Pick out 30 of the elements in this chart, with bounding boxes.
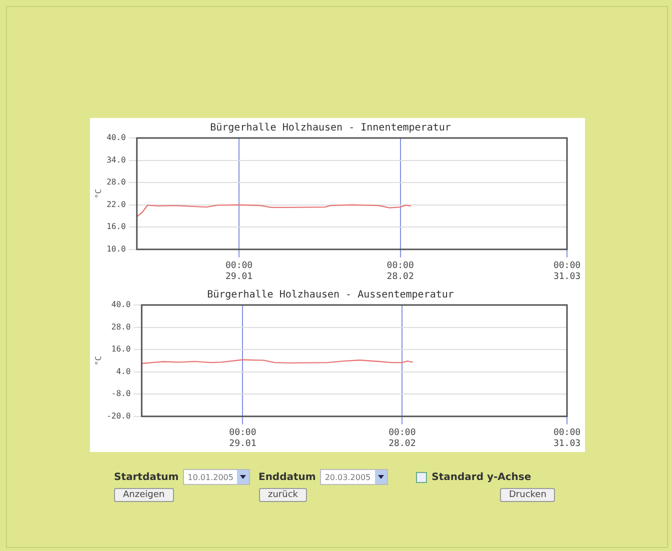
text: zurück <box>259 488 307 502</box>
x-tick-label: 00:00 28.02 <box>386 261 414 282</box>
x-tick-label: 00:00 31.03 <box>553 428 581 449</box>
y-tick-label: 28.0 <box>106 178 126 187</box>
y-tick-label: 22.0 <box>106 200 126 209</box>
text: Standard y-Achse <box>432 472 532 482</box>
y-tick-label: 16.0 <box>106 222 126 232</box>
text: 20.03.2005 <box>324 472 372 482</box>
x-tick-label: 00:00 31.03 <box>553 261 581 282</box>
x-tick-label: 00:00 29.01 <box>225 261 253 282</box>
x-tick-label: 00:00 28.02 <box>388 428 416 449</box>
text: 10.01.2005 <box>186 472 234 482</box>
y-tick-label: 10.0 <box>106 244 126 254</box>
x-tick-label: 00:00 29.01 <box>229 428 256 449</box>
y-tick-label: 4.0 <box>116 366 131 376</box>
y-axis-title: °C <box>94 356 103 366</box>
y-tick-label: 16.0 <box>111 344 131 354</box>
text: Anzeigen <box>114 488 174 502</box>
y-tick-label: -20.0 <box>106 411 131 420</box>
y-axis-title: °C <box>94 188 103 199</box>
y-tick-label: 34.0 <box>106 155 126 164</box>
y-tick-label: 40.0 <box>106 133 126 142</box>
y-tick-label: 40.0 <box>111 300 131 310</box>
y-tick-label: -8.0 <box>111 389 131 398</box>
chart-title: Bürgerhalle Holzhausen - Aussentemperatur <box>207 290 454 301</box>
text: Drucken <box>500 488 556 502</box>
chart-title: Bürgerhalle Holzhausen - Innentemperatur <box>210 122 451 134</box>
text: Startdatum <box>114 472 179 482</box>
y-tick-label: 28.0 <box>111 322 131 332</box>
text: Enddatum <box>258 472 316 482</box>
